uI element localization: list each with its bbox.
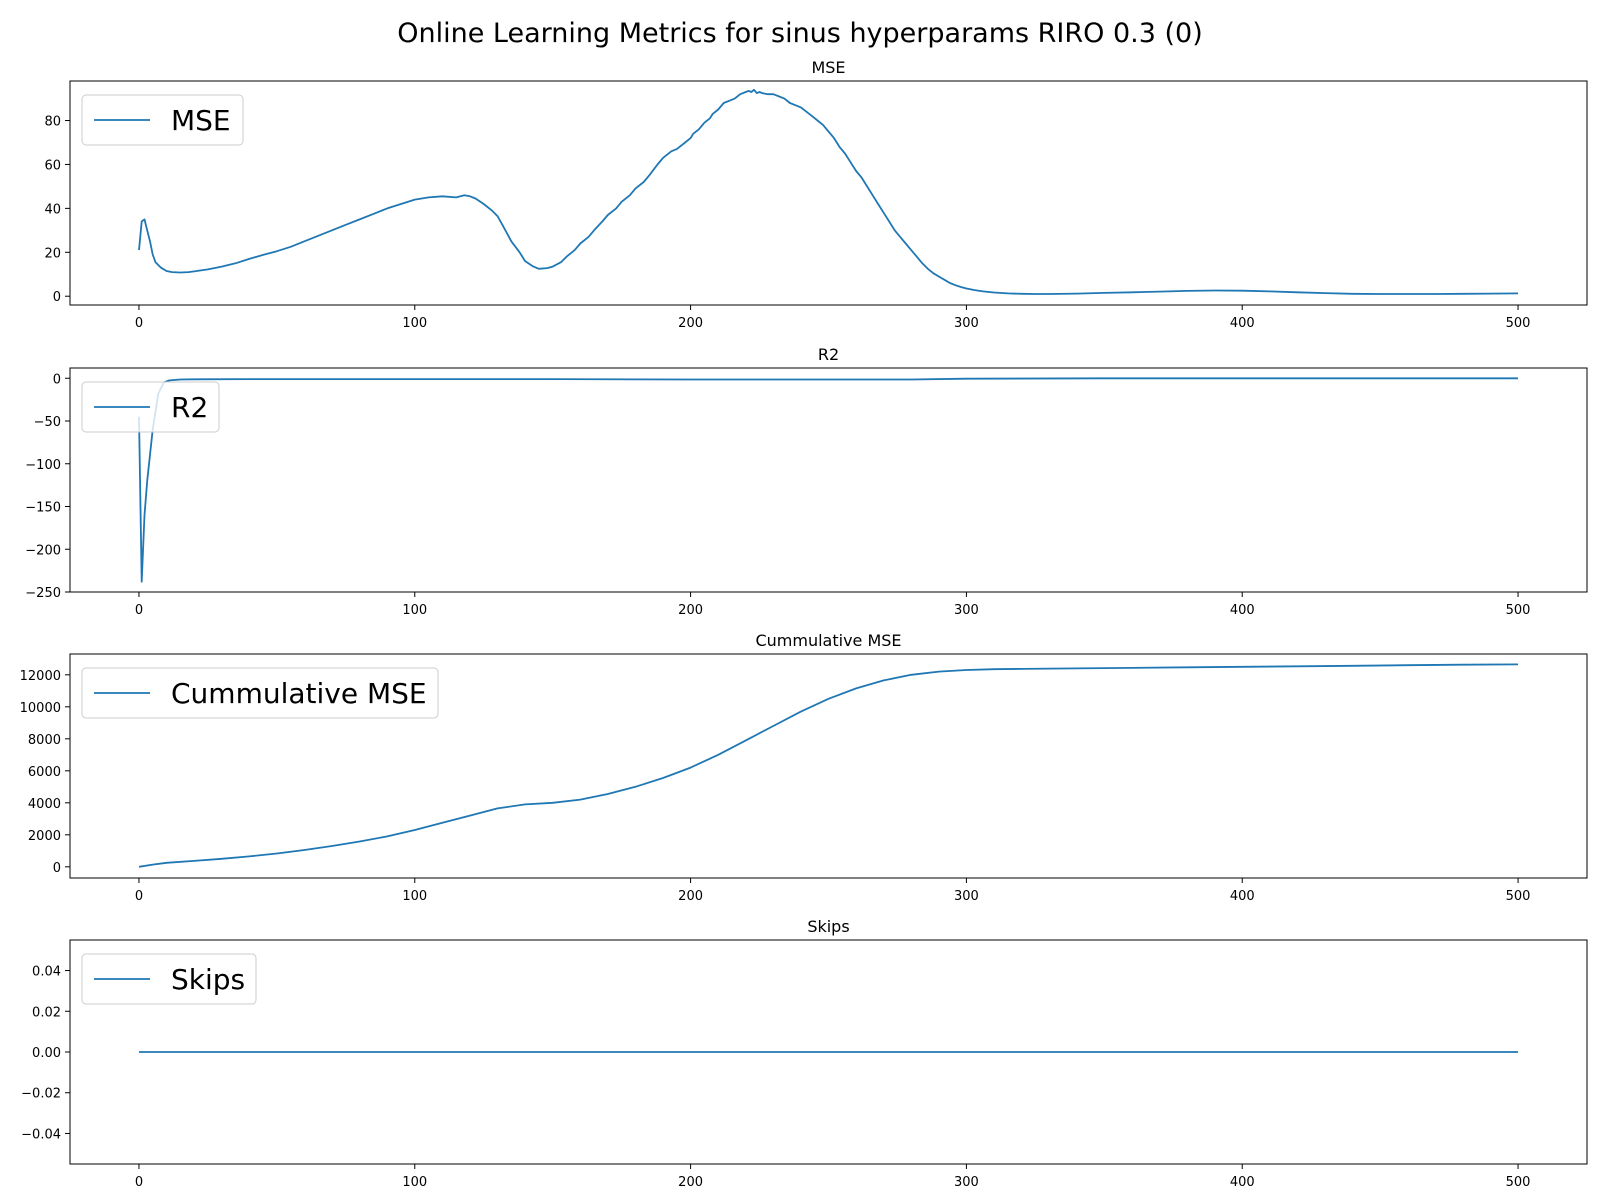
y-tick-label: 0.04: [32, 965, 61, 980]
x-tick-label: 500: [1506, 316, 1531, 331]
y-tick-label: −250: [25, 586, 61, 601]
axes-frame: [69, 80, 1588, 306]
y-tick-label: −50: [34, 415, 61, 430]
x-tick-label: 0: [135, 603, 143, 618]
x-tick-label: 500: [1506, 603, 1531, 618]
y-tick-label: 20: [44, 246, 61, 261]
y-tick-label: 6000: [28, 765, 61, 780]
subplot-title: MSE: [811, 58, 845, 77]
y-tick-label: 8000: [28, 733, 61, 748]
subplot-title: R2: [818, 345, 839, 364]
series-line: [138, 88, 1519, 295]
x-tick-label: 100: [402, 1175, 427, 1190]
x-tick-label: 200: [678, 1175, 703, 1190]
legend-box: [81, 667, 439, 719]
y-tick-label: 0: [53, 290, 61, 305]
legend-label: MSE: [171, 104, 231, 137]
y-tick-label: −150: [25, 501, 61, 516]
subplot-1: MSE 0 100 200 300 400 500 0 20 40 60 80 MSE: [44, 58, 1588, 331]
x-tick-label: 300: [954, 316, 979, 331]
legend: Cummulative MSE: [81, 667, 439, 719]
legend: R2: [81, 381, 220, 433]
legend-box: [81, 381, 220, 433]
y-tick-label: −0.02: [21, 1087, 61, 1102]
y-tick-label: 0: [53, 372, 61, 387]
x-tick-label: 100: [402, 316, 427, 331]
y-tick-label: 10000: [20, 701, 61, 716]
series-line: [138, 377, 1518, 583]
axes-frame: [69, 367, 1588, 593]
x-tick-label: 400: [1230, 316, 1255, 331]
y-tick-label: 2000: [28, 829, 61, 844]
x-tick-label: 200: [678, 603, 703, 618]
series-line: [138, 663, 1519, 868]
x-tick-label: 100: [402, 889, 427, 904]
y-tick-label: 60: [44, 158, 61, 173]
legend-label: Cummulative MSE: [171, 677, 427, 710]
y-tick-label: 0.00: [32, 1046, 61, 1061]
x-tick-label: 300: [954, 889, 979, 904]
x-tick-label: 400: [1230, 889, 1255, 904]
x-tick-label: 100: [402, 603, 427, 618]
x-tick-label: 0: [135, 1175, 143, 1190]
subplot-title: Skips: [807, 917, 849, 936]
y-tick-label: −200: [25, 543, 61, 558]
legend-box: [81, 94, 244, 146]
y-tick-label: 12000: [20, 669, 61, 684]
x-tick-label: 400: [1230, 1175, 1255, 1190]
y-tick-label: 0.02: [32, 1005, 61, 1020]
x-tick-label: 300: [954, 1175, 979, 1190]
x-tick-label: 0: [135, 316, 143, 331]
y-tick-label: 0: [53, 861, 61, 876]
x-tick-label: 500: [1506, 1175, 1531, 1190]
y-tick-label: 40: [44, 202, 61, 217]
legend-label: R2: [171, 391, 208, 424]
y-tick-label: −100: [25, 458, 61, 473]
x-tick-label: 200: [678, 316, 703, 331]
subplot-2: R2 0 100 200 300 400 500 0 −50 −100 −150 −200 −250 R2: [25, 345, 1588, 618]
axes-frame: [69, 653, 1588, 879]
legend-box: [81, 953, 257, 1005]
legend: Skips: [81, 953, 257, 1005]
y-tick-label: 80: [44, 115, 61, 130]
subplot-3: Cummulative MSE 0 100 200 300 400 500 0 2000 4000…: [20, 631, 1588, 904]
y-tick-label: 4000: [28, 797, 61, 812]
x-tick-label: 0: [135, 889, 143, 904]
legend-label: Skips: [171, 963, 245, 996]
x-tick-label: 500: [1506, 889, 1531, 904]
x-tick-label: 200: [678, 889, 703, 904]
x-tick-label: 400: [1230, 603, 1255, 618]
subplot-title: Cummulative MSE: [755, 631, 901, 650]
subplot-4: Skips 0 100 200 300 400 500 0.04 0.02 0.00 −0.02 −0…: [21, 917, 1588, 1190]
x-tick-label: 300: [954, 603, 979, 618]
figure-title: Online Learning Metrics for sinus hyperp…: [397, 18, 1203, 49]
y-tick-label: −0.04: [21, 1127, 61, 1142]
legend: MSE: [81, 94, 244, 146]
